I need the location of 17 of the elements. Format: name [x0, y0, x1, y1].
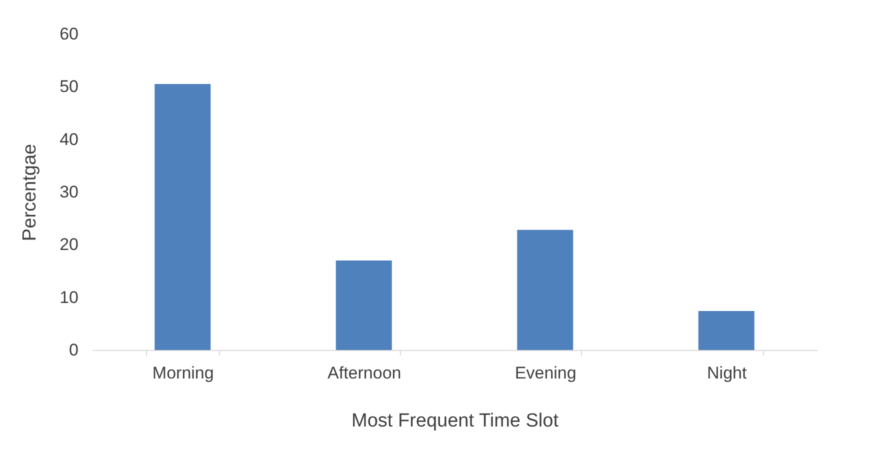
x-axis-title: Most Frequent Time Slot [352, 410, 560, 432]
bar [336, 260, 392, 350]
y-tick-label: 0 [69, 340, 78, 360]
y-axis-title: Percentgae [20, 144, 41, 242]
x-tick-label: Morning [152, 364, 214, 382]
y-tick-label: 10 [60, 288, 78, 307]
x-tick-label: Night [707, 364, 747, 382]
y-tick-label: 20 [60, 235, 78, 254]
bar [698, 311, 754, 350]
y-tick-label: 30 [60, 182, 78, 202]
bar [517, 230, 574, 350]
y-tick-label: 50 [60, 77, 78, 96]
x-tick-label: Afternoon [328, 364, 402, 382]
bar [154, 84, 211, 350]
y-tick-label: 40 [60, 130, 78, 149]
x-tick-label: Evening [514, 364, 576, 382]
y-tick-label: 60 [60, 24, 78, 44]
